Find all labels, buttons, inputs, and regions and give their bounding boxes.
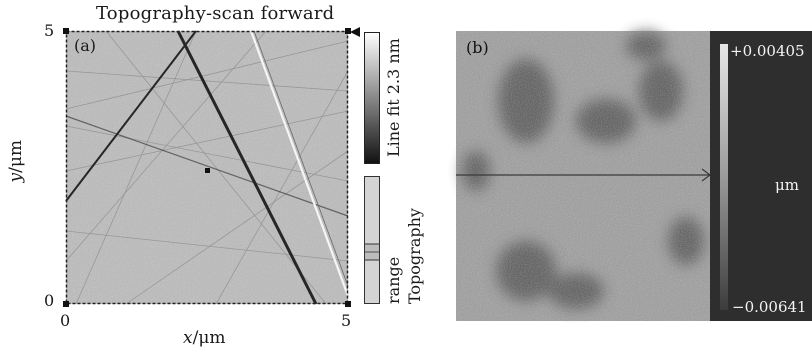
panel-b-colorbar bbox=[720, 44, 728, 310]
panel-b-image bbox=[456, 31, 711, 321]
y-axis-label: y/μm bbox=[6, 140, 26, 183]
y-tick-bottom: 0 bbox=[44, 291, 55, 310]
colorbar-max: +0.00405 bbox=[730, 42, 805, 60]
x-tick-left: 0 bbox=[60, 311, 71, 330]
x-axis-label: x/μm bbox=[183, 328, 226, 348]
x-tick-right: 5 bbox=[341, 311, 352, 330]
y-tick-top: 5 bbox=[44, 21, 55, 40]
colorbar-label: Line fit 2.3 nm bbox=[384, 38, 403, 158]
colorbar-unit: μm bbox=[775, 176, 799, 194]
panel-a-colorbar bbox=[364, 32, 380, 164]
range-label-line2: range bbox=[384, 256, 403, 304]
panel-a-label: (a) bbox=[74, 36, 97, 55]
range-label: Topography range bbox=[384, 176, 424, 304]
panel-b-label: (b) bbox=[466, 38, 489, 57]
topography-range-bar bbox=[364, 176, 380, 304]
range-label-line1: Topography bbox=[405, 208, 424, 304]
colorbar-min: −0.00641 bbox=[732, 298, 807, 316]
panel-a-image bbox=[63, 28, 351, 307]
panel-a-title: Topography-scan forward bbox=[96, 3, 335, 24]
scan-marker-icon bbox=[350, 27, 360, 37]
